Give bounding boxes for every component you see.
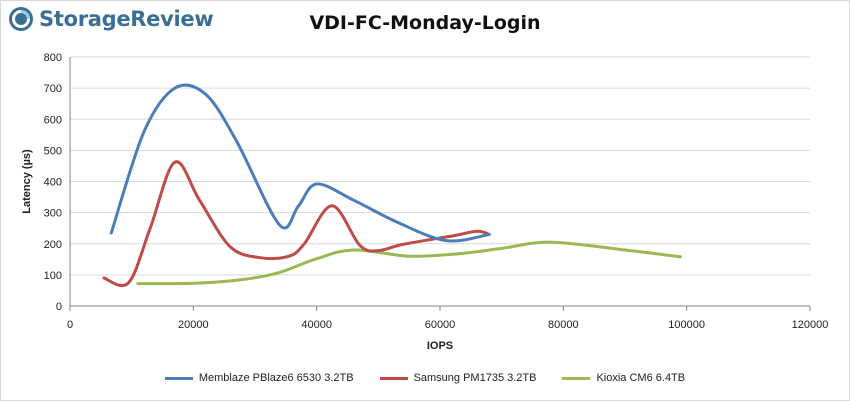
y-tick-label: 700	[44, 83, 62, 95]
series-line-1	[109, 83, 491, 243]
legend-item: Memblaze PBlaze6 6530 3.2TB	[164, 372, 354, 384]
x-tick-label: 120000	[792, 319, 829, 331]
series-line-3	[136, 240, 682, 286]
y-tick-label: 600	[44, 114, 62, 126]
legend-label: Kioxia CM6 6.4TB	[596, 372, 686, 384]
legend-item: Samsung PM1735 3.2TB	[379, 372, 537, 384]
storagereview-logo-icon	[9, 7, 33, 31]
legend-item: Kioxia CM6 6.4TB	[562, 372, 685, 384]
legend-label: Samsung PM1735 3.2TB	[413, 372, 537, 384]
y-tick-label: 800	[44, 52, 62, 64]
x-tick-label: 80000	[548, 319, 579, 331]
x-tick-label: 40000	[301, 319, 332, 331]
y-axis-title: Latency (µs)	[21, 149, 33, 214]
x-tick-label: 100000	[668, 319, 705, 331]
y-tick-label: 400	[44, 177, 62, 189]
y-tick-label: 200	[44, 239, 62, 251]
legend-swatch	[562, 376, 591, 380]
y-tick-label: 500	[44, 145, 62, 157]
chart-title: VDI-FC-Monday-Login	[309, 12, 541, 34]
y-tick-label: 0	[56, 301, 62, 313]
x-axis-title: IOPS	[427, 340, 453, 352]
brand-name: StorageReview	[39, 7, 214, 31]
y-tick-label: 100	[44, 270, 62, 282]
legend-swatch	[164, 376, 193, 380]
legend-label: Memblaze PBlaze6 6530 3.2TB	[198, 372, 354, 384]
x-tick-label: 60000	[425, 319, 456, 331]
brand-logo: StorageReview	[8, 6, 214, 32]
x-tick-label: 0	[67, 319, 73, 331]
x-tick-label: 20000	[178, 319, 209, 331]
legend-swatch	[379, 376, 408, 380]
series-line-2	[102, 160, 491, 288]
chart-legend: Memblaze PBlaze6 6530 3.2TB Samsung PM173…	[0, 372, 850, 384]
y-tick-label: 300	[44, 208, 62, 220]
